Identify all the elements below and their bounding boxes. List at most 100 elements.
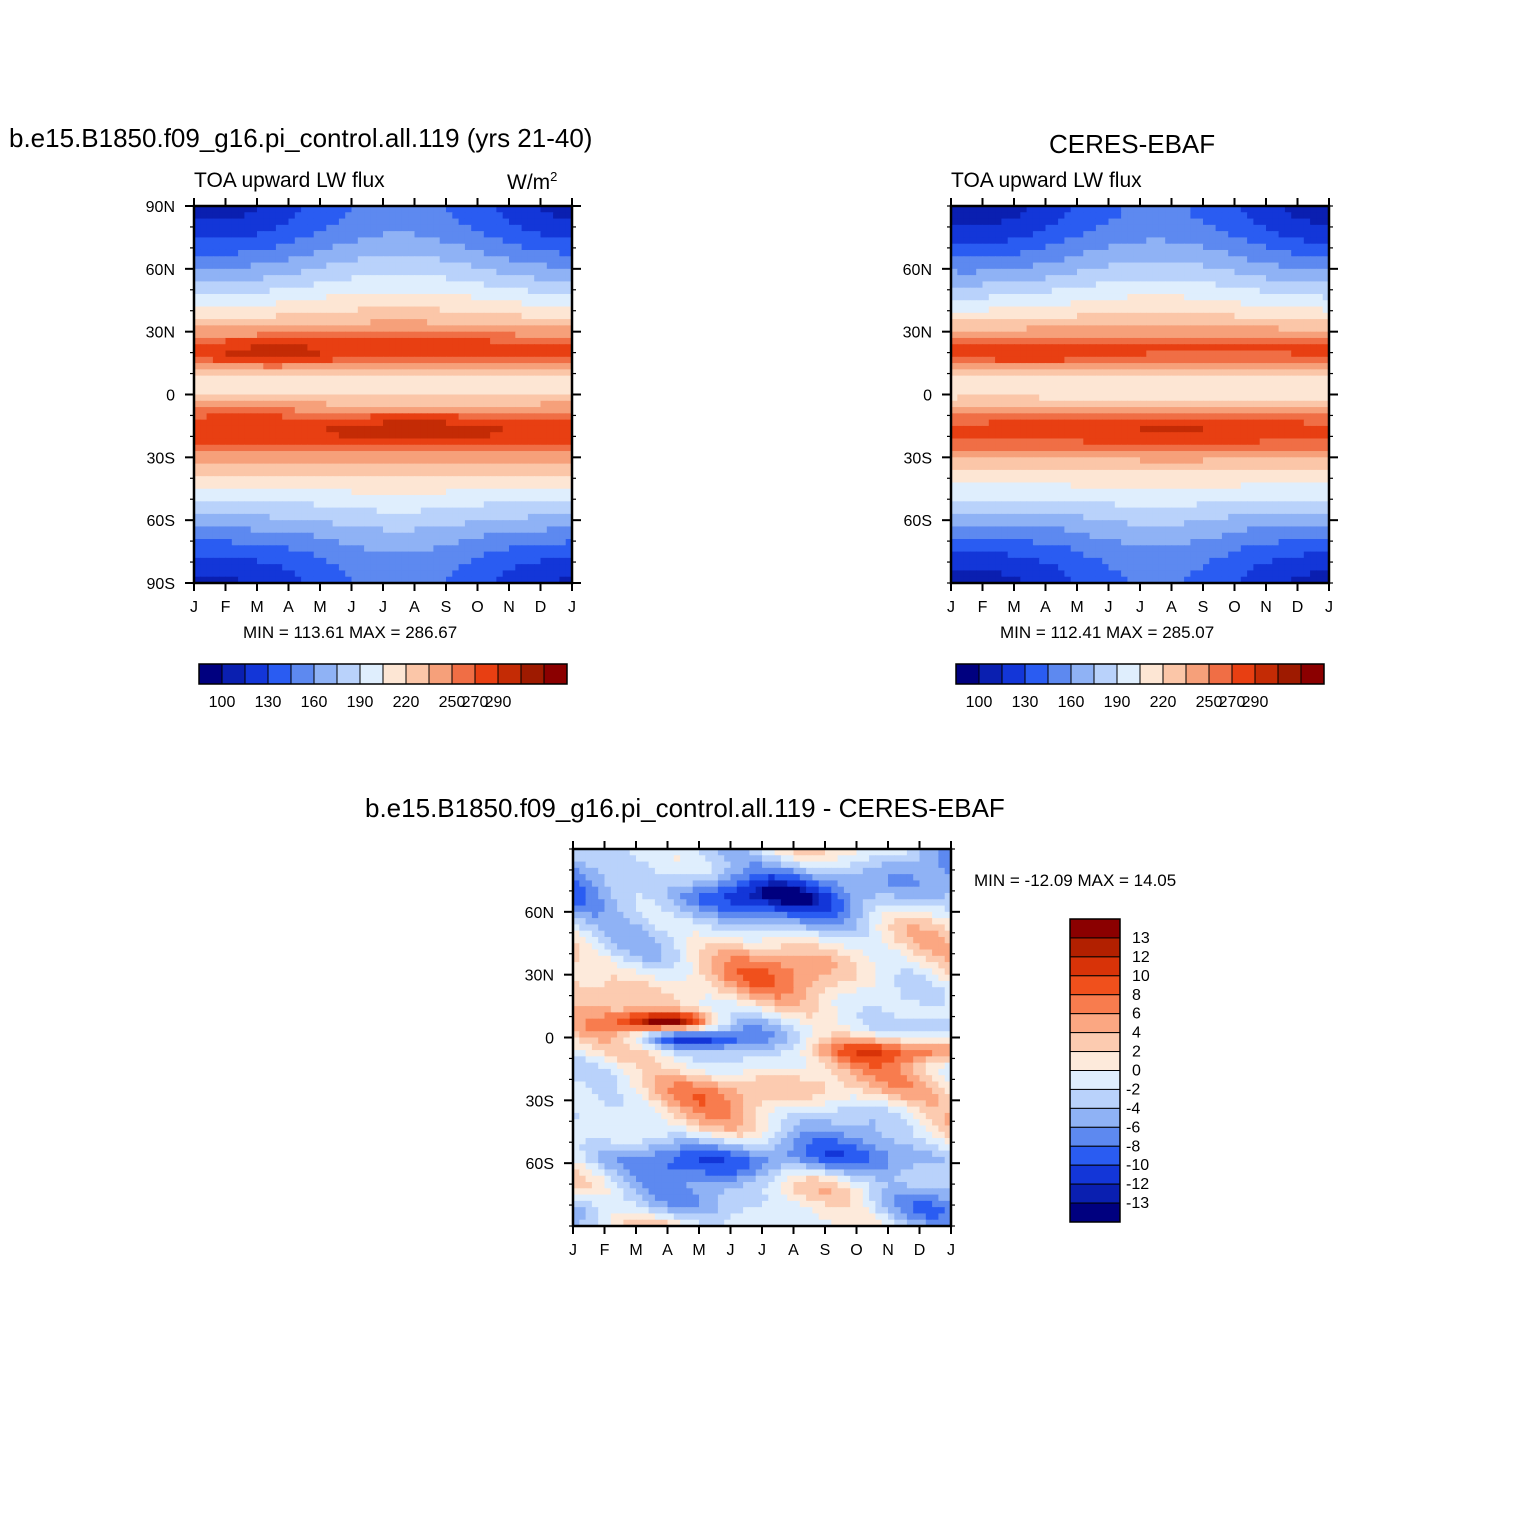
model-cell	[313, 363, 321, 370]
obs-cell	[1070, 237, 1078, 245]
obs-cell	[1140, 268, 1147, 276]
model-cell	[483, 488, 491, 496]
obs-cell	[1032, 237, 1040, 245]
model-cell	[433, 212, 441, 220]
model-cell	[269, 551, 277, 559]
obs-cell	[1165, 262, 1173, 270]
obs-cell	[1133, 312, 1141, 320]
obs-cell	[963, 306, 971, 314]
model-cell	[521, 570, 529, 578]
obs-cell	[957, 275, 965, 282]
model-cell	[464, 381, 472, 389]
model-cell	[345, 224, 353, 232]
model-cell	[427, 350, 434, 358]
model-cell	[332, 224, 340, 232]
model-cell	[225, 413, 233, 421]
model-cell	[420, 432, 428, 440]
model-cell	[282, 249, 290, 257]
model-cell	[527, 564, 535, 572]
obs-cell	[1077, 249, 1084, 257]
model-cell	[395, 306, 403, 314]
model-cell	[351, 337, 359, 345]
model-cell	[464, 369, 472, 377]
obs-cell	[1001, 337, 1009, 345]
model-cell	[383, 532, 390, 540]
obs-cell	[1303, 243, 1311, 251]
model-cell	[282, 224, 290, 232]
model-cell	[225, 243, 233, 251]
model-cell	[527, 262, 535, 270]
model-cell	[452, 256, 460, 264]
model-cell	[433, 419, 441, 427]
model-cell	[490, 206, 497, 213]
model-cell	[383, 331, 390, 339]
obs-cell	[1190, 249, 1198, 257]
model-cell	[257, 231, 264, 239]
model-cell	[446, 237, 453, 245]
obs-cell	[1209, 231, 1217, 239]
model-cell	[257, 419, 264, 427]
model-cell	[401, 564, 409, 572]
obs-cell	[1234, 306, 1242, 314]
model-cell	[553, 262, 560, 270]
obs-cell	[1064, 293, 1072, 301]
model-cell	[427, 576, 434, 583]
model-cell	[244, 319, 252, 326]
model-cell	[401, 501, 409, 509]
model-cell	[490, 306, 497, 314]
model-cell	[496, 243, 504, 251]
obs-cell	[1259, 218, 1267, 226]
model-cell	[483, 331, 491, 339]
model-cell	[307, 576, 315, 583]
model-cell	[263, 356, 271, 364]
model-cell	[307, 413, 315, 421]
model-cell	[288, 463, 296, 471]
model-cell	[364, 287, 371, 295]
model-cell	[395, 331, 403, 339]
model-cell	[345, 237, 353, 245]
model-cell	[515, 520, 523, 528]
model-cell	[275, 532, 283, 540]
model-cell	[200, 463, 208, 471]
model-cell	[351, 557, 359, 565]
model-cell	[275, 457, 283, 465]
model-cell	[351, 375, 359, 383]
model-cell	[364, 231, 371, 239]
obs-cell	[1127, 249, 1135, 257]
model-cell	[194, 520, 201, 528]
model-cell	[515, 576, 523, 583]
obs-cell	[1310, 268, 1317, 276]
model-cell	[483, 356, 491, 364]
model-cell	[338, 495, 346, 502]
model-cell	[212, 413, 220, 421]
model-cell	[452, 457, 460, 465]
model-cell	[282, 312, 290, 320]
model-cell	[307, 337, 315, 345]
model-cell	[263, 520, 271, 528]
obs-cell	[1247, 224, 1254, 232]
obs-cell	[1058, 249, 1065, 257]
model-cell	[357, 218, 365, 226]
model-cell	[351, 419, 359, 427]
model-cell	[338, 532, 346, 540]
model-cell	[301, 545, 308, 553]
model-cell	[376, 306, 384, 314]
obs-cell	[969, 325, 977, 333]
obs-cell	[1083, 268, 1091, 276]
model-cell	[540, 306, 548, 314]
model-cell	[446, 381, 453, 389]
model-cell	[332, 287, 340, 295]
model-cell	[540, 337, 548, 345]
model-cell	[332, 469, 340, 477]
obs-cell	[1070, 224, 1078, 232]
model-cell	[212, 319, 220, 326]
obs-cell	[1108, 268, 1116, 276]
model-cell	[282, 369, 290, 377]
model-cell	[200, 388, 208, 396]
model-cell	[420, 375, 428, 383]
obs-cell	[976, 256, 984, 264]
model-cell	[301, 293, 308, 301]
obs-cell	[1215, 262, 1223, 270]
model-cell	[534, 319, 542, 326]
obs-cell	[963, 249, 971, 257]
